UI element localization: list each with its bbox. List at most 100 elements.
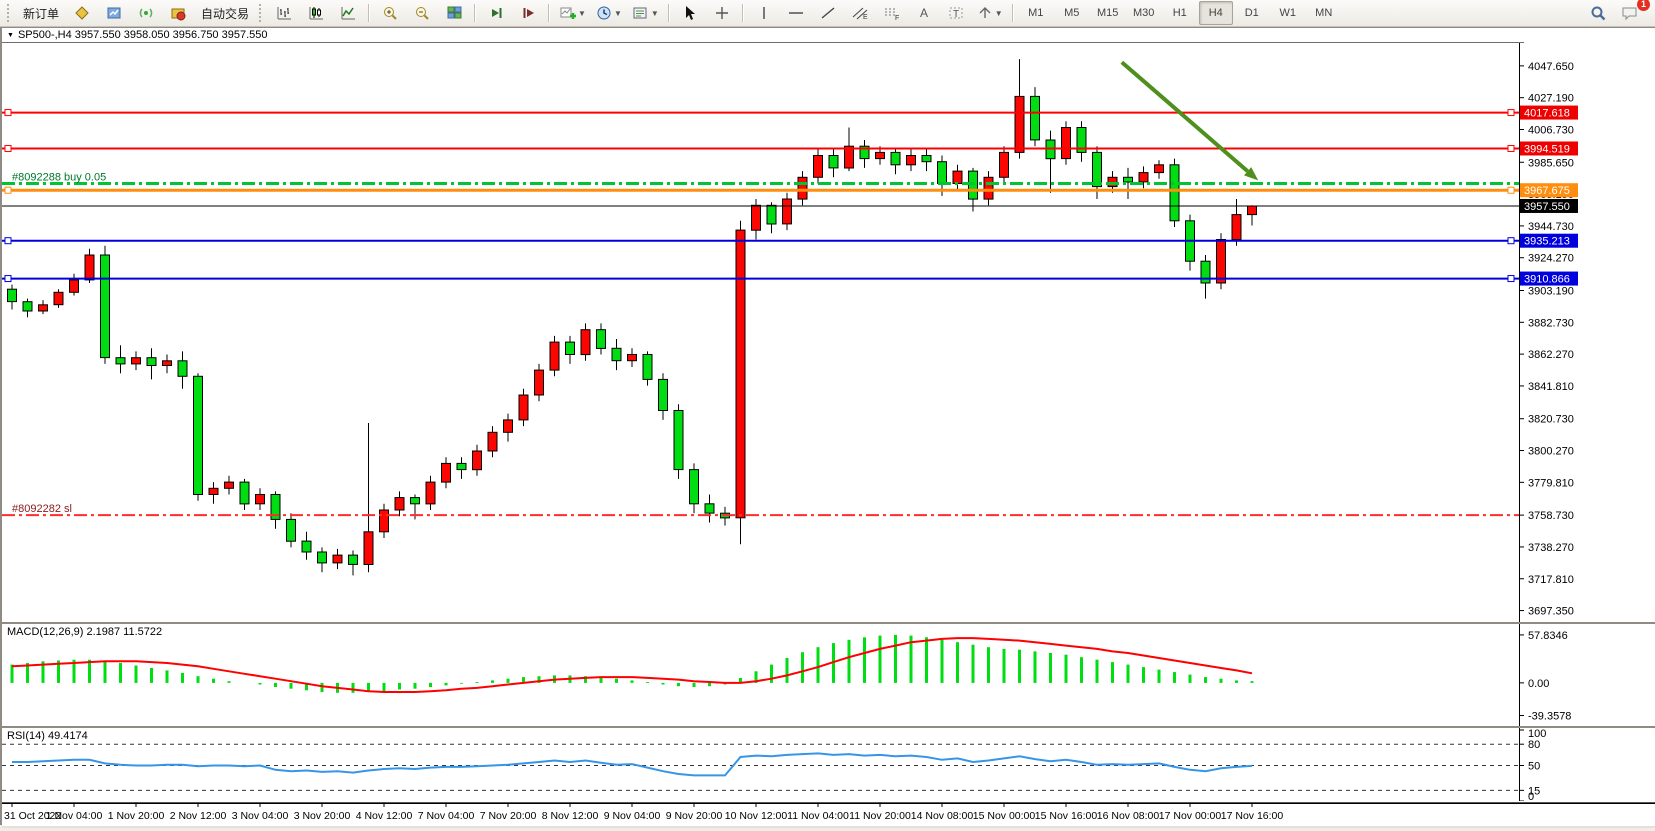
timeframe-h4[interactable]: H4 <box>1198 1 1233 25</box>
svg-text:A: A <box>920 6 928 20</box>
svg-text:3967.675: 3967.675 <box>1524 185 1570 197</box>
line-chart-icon[interactable] <box>333 1 363 25</box>
svg-text:3717.810: 3717.810 <box>1528 574 1574 586</box>
svg-text:#8092282 sl: #8092282 sl <box>12 503 72 515</box>
svg-text:3779.810: 3779.810 <box>1528 477 1574 489</box>
crosshair-tool[interactable] <box>707 1 737 25</box>
rsi-plot[interactable] <box>2 728 1519 806</box>
signals-icon[interactable] <box>131 1 161 25</box>
timeframe-m30[interactable]: M30 <box>1133 7 1155 19</box>
candlestick-plot[interactable]: #8092288 buy 0.05 #8092282 sl <box>2 28 1519 627</box>
new-order-icon[interactable] <box>67 1 97 25</box>
toolbar-grip[interactable] <box>7 4 13 22</box>
cursor-tool[interactable] <box>675 1 705 25</box>
candlestick-chart-icon[interactable] <box>301 1 331 25</box>
text-label-tool[interactable]: T <box>941 1 971 25</box>
tile-windows-icon[interactable] <box>439 1 469 25</box>
macd-label: MACD(12,26,9) 2.1987 11.5722 <box>7 626 163 638</box>
trendline-tool[interactable] <box>813 1 843 25</box>
chart-title-bar[interactable]: ▼ SP500-,H4 3957.550 3958.050 3956.750 39… <box>2 28 1524 43</box>
svg-text:16 Nov 08:00: 16 Nov 08:00 <box>1097 810 1160 822</box>
toolbar-separator <box>368 4 371 22</box>
svg-text:100: 100 <box>1528 728 1546 740</box>
macd-plot[interactable] <box>2 624 1519 731</box>
svg-text:3957.550: 3957.550 <box>1524 201 1570 213</box>
price-axis[interactable]: 4047.6504027.1904006.7303985.6503965.190… <box>1519 28 1655 627</box>
svg-text:17 Nov 00:00: 17 Nov 00:00 <box>1159 810 1222 822</box>
chevron-down-icon: ▼ <box>650 8 659 18</box>
svg-text:#8092288 buy 0.05: #8092288 buy 0.05 <box>12 171 106 183</box>
svg-text:8 Nov 12:00: 8 Nov 12:00 <box>542 810 599 822</box>
periods-button[interactable]: ▼ <box>592 1 626 25</box>
market-watch-icon[interactable] <box>99 1 129 25</box>
svg-text:10 Nov 12:00: 10 Nov 12:00 <box>725 810 788 822</box>
timeframe-d1[interactable]: D1 <box>1244 7 1259 19</box>
svg-text:3758.730: 3758.730 <box>1528 510 1574 522</box>
svg-text:3924.270: 3924.270 <box>1528 253 1574 265</box>
svg-text:3985.650: 3985.650 <box>1528 157 1574 169</box>
chart-shift-icon[interactable] <box>513 1 543 25</box>
chevron-down-icon: ▼ <box>578 8 586 18</box>
svg-text:57.8346: 57.8346 <box>1528 630 1568 642</box>
symbol-menu-icon[interactable]: ▼ <box>7 32 14 39</box>
svg-text:15 Nov 16:00: 15 Nov 16:00 <box>1035 810 1098 822</box>
toolbar-separator <box>741 4 744 22</box>
svg-text:15: 15 <box>1528 785 1540 797</box>
svg-text:3 Nov 04:00: 3 Nov 04:00 <box>232 810 289 822</box>
svg-text:50: 50 <box>1528 761 1540 773</box>
svg-text:15 Nov 00:00: 15 Nov 00:00 <box>973 810 1036 822</box>
chart-title: SP500-,H4 3957.550 3958.050 3956.750 395… <box>17 29 268 41</box>
add-indicator-button[interactable]: ▼ <box>555 1 590 25</box>
macd-pane[interactable]: 57.8346 0.00 -39.3578 MACD(12,26,9) 2.1987… <box>2 624 1655 728</box>
timeframe-group: M1 M5 M15 M30 H1 H4 D1 W1 MN <box>1018 1 1342 25</box>
search-icon[interactable] <box>1583 1 1613 25</box>
equidistant-channel-tool[interactable]: E <box>845 1 875 25</box>
autotrade-icon[interactable] <box>163 1 193 25</box>
fibonacci-tool[interactable]: F <box>877 1 907 25</box>
main-toolbar: 新订单 自动交易 ▼ ▼ ▼ E F A T ▼ M1 M5 M15 M30 H1 H4 D… <box>0 0 1655 27</box>
rsi-label: RSI(14) 49.4174 <box>7 730 88 742</box>
svg-text:3994.519: 3994.519 <box>1524 143 1570 155</box>
toolbar-grip[interactable] <box>259 4 265 22</box>
timeframe-w1[interactable]: W1 <box>1279 7 1296 19</box>
svg-text:4 Nov 12:00: 4 Nov 12:00 <box>356 810 413 822</box>
text-tool[interactable]: A <box>909 1 939 25</box>
svg-text:3697.350: 3697.350 <box>1528 606 1574 618</box>
svg-text:3903.190: 3903.190 <box>1528 285 1574 297</box>
svg-text:F: F <box>895 15 899 21</box>
autotrade-button[interactable]: 自动交易 <box>201 6 250 21</box>
svg-text:3 Nov 20:00: 3 Nov 20:00 <box>294 810 351 822</box>
svg-text:4017.618: 4017.618 <box>1524 108 1570 120</box>
svg-text:4027.190: 4027.190 <box>1528 93 1574 105</box>
timeframe-mn[interactable]: MN <box>1315 7 1333 19</box>
chevron-down-icon: ▼ <box>613 8 622 18</box>
main-chart-pane[interactable]: #8092288 buy 0.05 #8092282 sl 4047.650 402… <box>2 28 1655 624</box>
vertical-line-tool[interactable] <box>749 1 779 25</box>
time-axis[interactable]: 31 Oct 2022 1 Nov 04:00 1 Nov 20:00 2 Nov 1… <box>2 803 1655 826</box>
chart-window: #8092288 buy 0.05 #8092282 sl 4047.650 402… <box>0 27 1655 828</box>
chat-button[interactable]: 1 <box>1615 0 1650 25</box>
rsi-pane[interactable]: 100 80 50 15 0 RSI(14) 49.4174 <box>2 728 1655 803</box>
svg-text:4047.650: 4047.650 <box>1528 61 1574 73</box>
svg-text:2 Nov 12:00: 2 Nov 12:00 <box>170 810 227 822</box>
timeframe-m15[interactable]: M15 <box>1097 7 1119 19</box>
horizontal-line-tool[interactable] <box>781 1 811 25</box>
templates-button[interactable]: ▼ <box>628 1 663 25</box>
auto-scroll-icon[interactable] <box>481 1 511 25</box>
svg-text:11 Nov 04:00: 11 Nov 04:00 <box>787 810 849 822</box>
bar-chart-icon[interactable] <box>269 1 299 25</box>
chat-badge: 1 <box>1637 0 1650 11</box>
zoom-out-icon[interactable] <box>407 1 437 25</box>
timeframe-m5[interactable]: M5 <box>1064 7 1080 19</box>
svg-text:3910.866: 3910.866 <box>1524 274 1570 286</box>
timeframe-h1[interactable]: H1 <box>1172 7 1187 19</box>
zoom-in-icon[interactable] <box>375 1 405 25</box>
timeframe-m1[interactable]: M1 <box>1028 7 1044 19</box>
arrows-tool[interactable]: ▼ <box>973 1 1007 25</box>
chevron-down-icon: ▼ <box>994 8 1003 18</box>
window-bottom-edge <box>2 826 1655 828</box>
new-order-button[interactable]: 新订单 <box>23 6 60 21</box>
toolbar-separator <box>667 4 670 22</box>
svg-text:3738.270: 3738.270 <box>1528 542 1574 554</box>
svg-text:9 Nov 20:00: 9 Nov 20:00 <box>666 810 723 822</box>
